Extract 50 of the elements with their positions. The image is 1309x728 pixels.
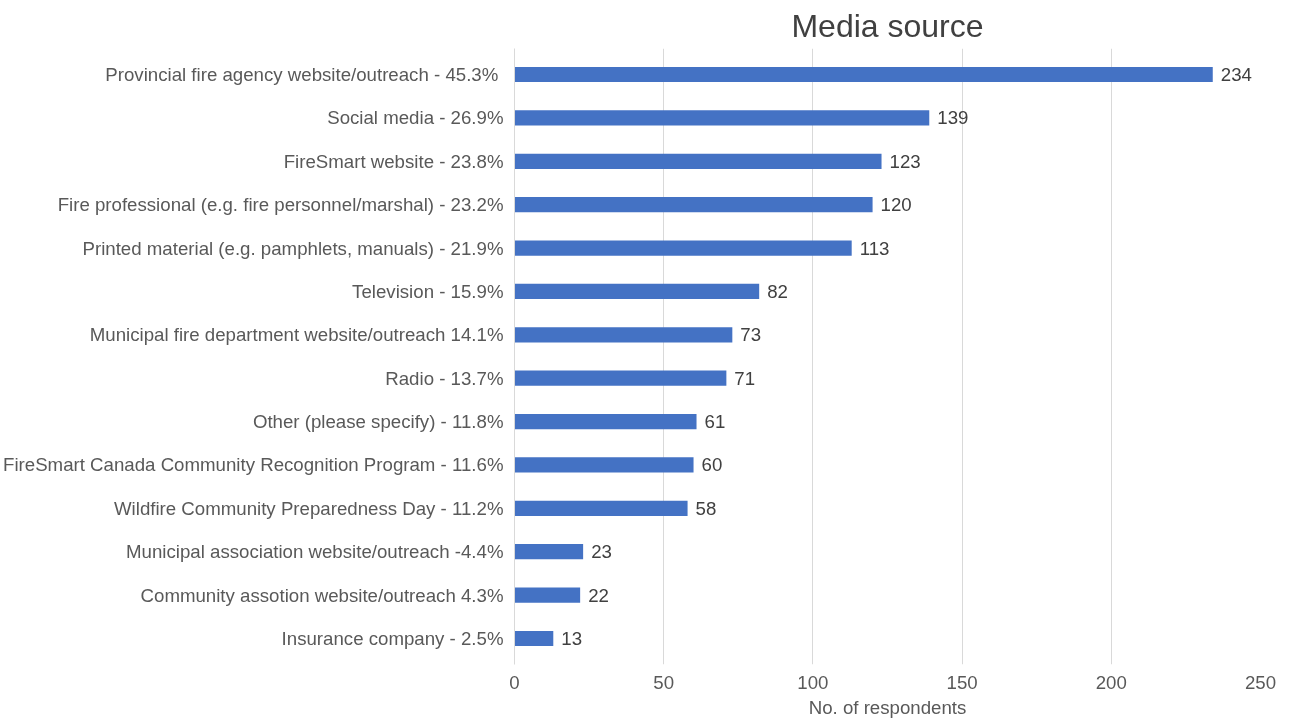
- x-axis-title: No. of respondents: [808, 696, 967, 718]
- x-tick-label: 100: [797, 671, 829, 693]
- bar: [514, 327, 733, 343]
- x-tick-label: 150: [946, 671, 978, 693]
- x-tick-label: 200: [1095, 671, 1127, 693]
- y-tick-label: Municipal association website/outreach -4.4%: [126, 541, 504, 563]
- data-label: 71: [734, 367, 756, 389]
- y-tick-label: Municipal fire department website/outreach 14.1%: [89, 324, 504, 346]
- data-label: 23: [591, 541, 612, 563]
- data-label: 139: [937, 107, 969, 129]
- bar: [514, 283, 760, 300]
- data-label: 58: [695, 497, 717, 519]
- bar: [514, 66, 1213, 83]
- data-label: 13: [561, 627, 583, 649]
- y-tick-label: Printed material (e.g. pamphlets, manuals) - 21.9%: [82, 237, 504, 259]
- y-tick-label: Fire professional (e.g. fire personnel/marshal) - 23.2%: [57, 194, 504, 216]
- bar: [514, 587, 581, 603]
- y-tick-label: Television - 15.9%: [352, 280, 504, 302]
- bar: [514, 457, 694, 473]
- data-label: 123: [889, 150, 921, 172]
- chart-title: Media source: [791, 7, 984, 44]
- y-tick-label: FireSmart website - 23.8%: [283, 150, 504, 172]
- data-label: 113: [859, 237, 890, 259]
- y-tick-label: Other (please specify) - 11.8%: [252, 411, 504, 433]
- y-tick-label: FireSmart Canada Community Recognition Program - 11.6%: [3, 454, 504, 476]
- bar: [514, 413, 697, 430]
- y-tick-label: Community assotion website/outreach 4.3%: [140, 584, 504, 606]
- data-label: 120: [880, 194, 912, 216]
- y-tick-label: Provincial fire agency website/outreach - 45.3%: [105, 64, 499, 86]
- bar: [514, 110, 930, 126]
- data-label: 82: [767, 280, 788, 302]
- y-tick-label: Radio - 13.7%: [385, 367, 504, 389]
- bar: [514, 544, 584, 560]
- bar: [514, 630, 554, 647]
- data-label: 73: [740, 324, 762, 346]
- y-tick-label: Wildfire Community Preparedness Day - 11.2%: [114, 497, 504, 519]
- bar: [514, 153, 882, 169]
- bar: [514, 240, 852, 256]
- bar: [514, 500, 688, 516]
- x-tick-label: 50: [653, 671, 675, 693]
- y-tick-label: Social media - 26.9%: [327, 107, 504, 129]
- bar: [514, 197, 873, 213]
- y-tick-label: Insurance company - 2.5%: [281, 627, 504, 649]
- data-label: 60: [701, 454, 723, 476]
- data-label: 22: [588, 584, 609, 606]
- x-tick-label: 0: [509, 671, 520, 693]
- data-label: 234: [1220, 64, 1252, 86]
- data-label: 61: [704, 411, 726, 433]
- x-tick-label: 250: [1244, 671, 1277, 693]
- bar: [514, 370, 727, 386]
